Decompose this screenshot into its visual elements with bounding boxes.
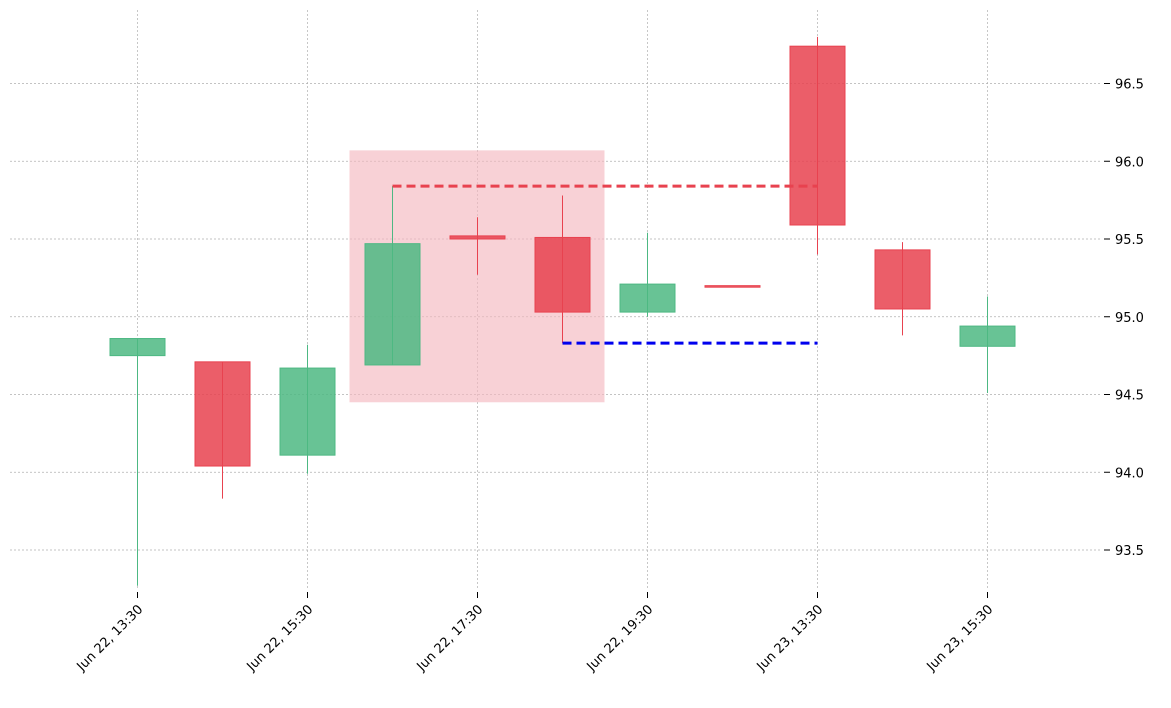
candle-body: [619, 283, 676, 313]
y-tick-label: 95.5: [1115, 233, 1144, 248]
y-tick-label: 96.0: [1115, 155, 1144, 170]
y-tick-label: 96.5: [1115, 78, 1144, 93]
y-tick-label: 93.5: [1115, 544, 1144, 559]
candles-layer: [109, 36, 1016, 586]
candle-body: [789, 45, 846, 226]
candle-body: [874, 249, 931, 310]
candle-body: [194, 361, 251, 467]
x-tick-label: Jun 22, 15:30: [244, 602, 317, 675]
candle-body: [534, 236, 591, 313]
x-tick-label: Jun 23, 15:30: [924, 602, 997, 675]
x-tick-label: Jun 22, 13:30: [74, 602, 147, 675]
candle-body: [109, 338, 166, 357]
candle-body: [279, 367, 336, 456]
x-tick-label: Jun 22, 17:30: [414, 602, 487, 675]
x-tick-label: Jun 22, 19:30: [584, 602, 657, 675]
candle-body: [364, 243, 421, 366]
reference-lines-layer: [392, 184, 818, 345]
y-tick-label: 94.5: [1115, 389, 1144, 404]
candle-body: [704, 285, 761, 288]
y-tick-label: 95.0: [1115, 311, 1144, 326]
candle-body: [449, 235, 506, 240]
x-tick-label: Jun 23, 13:30: [754, 602, 827, 675]
candle-body: [959, 325, 1016, 347]
y-tick-label: 94.0: [1115, 466, 1144, 481]
